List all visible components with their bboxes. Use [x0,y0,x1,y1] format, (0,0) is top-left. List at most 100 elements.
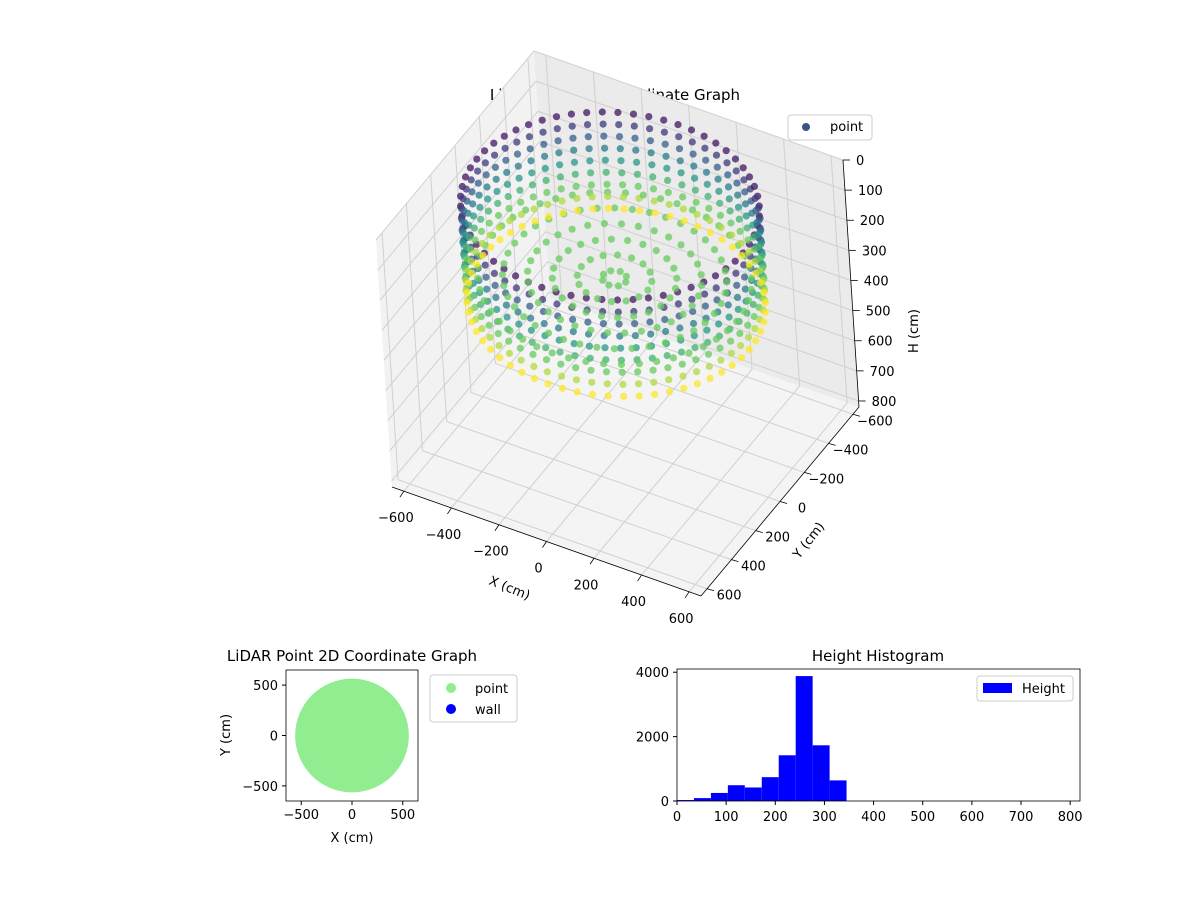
point-3d [663,255,671,263]
point-3d [633,170,642,178]
point-3d [635,293,643,301]
point-3d [740,261,748,269]
legend-histogram-swatch [983,683,1012,693]
point-3d [530,362,538,370]
point-3d [528,338,536,346]
point-3d [674,300,683,308]
point-3d [673,274,681,282]
point-3d [616,145,624,153]
point-3d [604,204,613,212]
point-3d [558,384,567,392]
point-3d [518,368,526,376]
point-3d [553,300,561,308]
point-3d [573,271,581,279]
point-3d [538,116,546,124]
point-3d [570,158,579,166]
point-3d [745,345,753,353]
point-3d [530,374,539,383]
tick-label-x-histogram: 0 [673,810,681,825]
point-3d [731,257,739,265]
point-3d [716,344,724,352]
point-3d [582,308,590,316]
point-3d [608,298,616,306]
point-3d [687,126,696,134]
tick-label-y-histogram: 0 [661,795,669,810]
point-3d [733,317,741,325]
tick-y-3d [731,559,739,563]
point-3d [514,162,522,170]
zlabel-3d: H (cm) [907,309,922,353]
point-3d [586,157,594,165]
point-3d [617,157,625,165]
point-3d [582,289,590,297]
point-3d [610,345,619,353]
point-3d [548,349,556,357]
tick-label-y-2d: 500 [253,679,278,694]
point-3d [656,195,665,203]
tick-label-x-3d: −600 [378,511,414,526]
point-3d [600,360,608,368]
point-3d [718,235,726,244]
point-3d [475,191,483,199]
point-3d [525,121,533,129]
point-3d [571,352,579,360]
point-3d [471,236,479,244]
point-3d [463,289,471,297]
tick-label-x-2d: −500 [283,808,319,823]
scatter-2d-disc [295,678,409,793]
point-3d [634,368,642,376]
point-3d [467,257,475,265]
point-3d [670,264,678,272]
tick-x-3d [637,574,642,582]
point-3d [754,243,762,251]
point-3d [544,200,552,209]
point-3d [503,313,511,321]
point-3d [600,132,608,140]
point-3d [548,274,557,282]
point-3d [533,247,541,255]
ylabel-2d: Y (cm) [219,714,234,757]
point-3d [599,120,607,128]
point-3d [629,295,637,304]
point-3d [603,180,611,188]
point-3d [495,223,503,232]
point-3d [685,349,693,357]
point-3d [664,188,672,196]
point-3d [472,327,481,336]
point-3d [512,284,521,292]
point-3d [662,152,670,160]
point-3d [735,215,743,223]
grid-z-back [535,80,846,191]
point-3d [568,225,576,233]
point-3d [631,332,640,340]
point-3d [465,221,473,229]
point-3d [473,260,481,268]
point-3d [465,233,473,241]
point-3d [744,236,752,244]
tick-label-x-histogram: 600 [959,810,984,825]
tick-label-y-3d: 200 [765,531,790,546]
point-3d [481,147,489,155]
point-3d [745,248,753,256]
point-3d [726,207,734,215]
point-3d [529,350,537,358]
point-3d [637,327,646,335]
point-3d [753,231,762,239]
point-3d [516,344,524,352]
histogram-bar [829,780,847,801]
point-3d [483,285,491,293]
point-3d [613,296,622,304]
point-3d [700,132,708,140]
grid-y-floor [397,479,708,590]
point-3d [605,281,613,289]
grid-z-left [391,291,550,482]
point-3d [531,217,539,225]
point-3d [648,277,656,285]
tick-label-y-3d: 0 [798,502,806,517]
point-3d [665,233,673,241]
point-3d [631,134,639,142]
point-3d [634,380,643,388]
point-3d [736,329,744,338]
point-3d [476,286,484,294]
